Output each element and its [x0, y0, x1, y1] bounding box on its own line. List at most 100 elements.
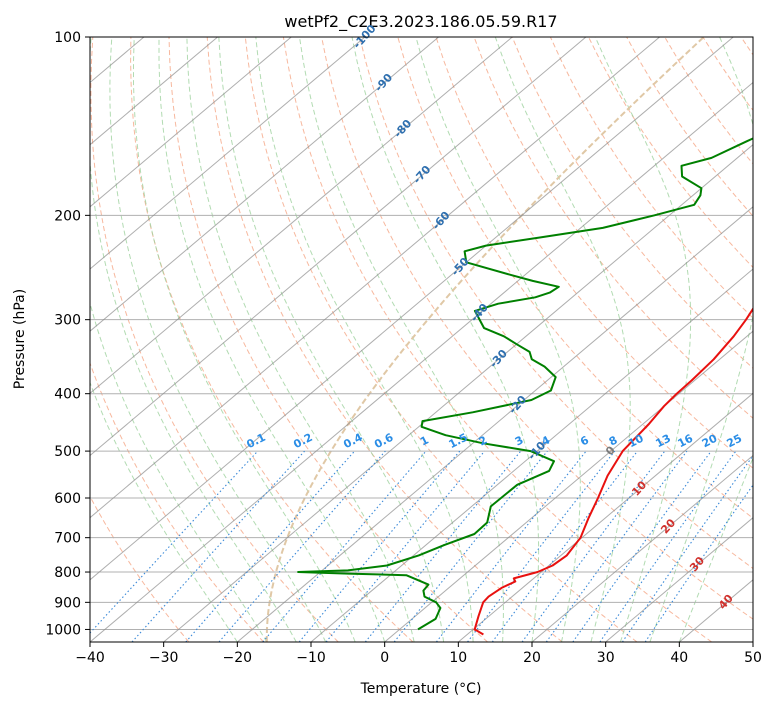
mixing-ratio-line — [298, 450, 461, 642]
x-tick-label: 30 — [597, 650, 615, 666]
mixing-ratio-line — [599, 450, 737, 642]
dry-adiabat — [664, 37, 753, 165]
isotherm-line — [90, 37, 513, 394]
mixing-ratio-line — [393, 450, 548, 642]
y-tick-label: 100 — [54, 30, 81, 46]
isotherm-label: -30 — [487, 347, 510, 371]
moist-adiabat — [299, 37, 504, 642]
mixing-ratio-label: 10 — [626, 432, 646, 451]
mixing-ratio-label: 16 — [676, 432, 696, 451]
mixing-ratio-line — [545, 450, 688, 642]
isotherm-line — [237, 206, 753, 642]
x-tick-label: −30 — [149, 650, 179, 666]
isotherm-label: -90 — [372, 71, 395, 95]
sounding-series — [297, 137, 753, 636]
isotherm-line — [531, 454, 753, 642]
dry-adiabat — [359, 37, 753, 570]
y-tick-label: 1000 — [45, 622, 81, 638]
isotherm-line — [90, 37, 366, 270]
dry-adiabat — [168, 37, 488, 642]
moist-adiabat — [594, 37, 692, 642]
reference-curves — [265, 37, 705, 642]
y-tick-label: 500 — [54, 444, 81, 460]
plot-frame — [89, 36, 754, 643]
moist-adiabat — [133, 37, 356, 642]
isotherm-label: -40 — [468, 301, 491, 325]
y-tick-label: 900 — [54, 595, 81, 611]
x-tick-label: 10 — [449, 650, 467, 666]
moist-adiabat — [90, 301, 268, 642]
isotherm-line — [90, 37, 218, 146]
isotherm-label: -50 — [449, 255, 472, 279]
chart-title: wetPf2_C2E3.2023.186.05.59.R17 — [284, 12, 557, 32]
moist-adiabat — [351, 37, 540, 642]
moist-adiabat — [90, 381, 238, 642]
dry-adiabat — [549, 37, 753, 319]
mixing-ratio-label: 0.1 — [244, 431, 267, 451]
dry-adiabat — [473, 37, 753, 419]
isotherm-line — [458, 392, 753, 642]
y-tick-label: 200 — [54, 208, 81, 224]
isotherm-line — [90, 37, 587, 457]
moist-adiabat — [255, 37, 474, 642]
isotherm-line — [384, 330, 753, 642]
x-tick-label: 40 — [670, 650, 688, 666]
y-tick-label: 600 — [54, 491, 81, 507]
isotherm-line — [90, 37, 439, 332]
isotherm-line — [679, 579, 753, 642]
isotherm-label: -20 — [506, 393, 529, 417]
moist-adiabat — [678, 456, 753, 642]
mixing-ratio-label: 6 — [578, 433, 591, 448]
dry-adiabat — [206, 37, 563, 642]
mixing-ratio-line — [364, 450, 522, 642]
dry-adiabats — [90, 37, 753, 642]
x-axis-ticks: −40 −30 −20 −10 0 10 20 30 40 50 — [75, 642, 762, 666]
x-tick-label: 50 — [744, 650, 762, 666]
isotherm-line — [90, 81, 753, 642]
y-tick-label: 700 — [54, 531, 81, 547]
moist-adiabat — [90, 37, 297, 642]
isotherm-line — [90, 37, 292, 208]
moist-adiabat — [494, 37, 631, 642]
y-tick-label: 300 — [54, 313, 81, 329]
mixing-ratio-line — [185, 450, 356, 642]
moist-adiabat — [649, 37, 753, 642]
dewpoint-line — [297, 137, 753, 631]
mixing-ratio-line — [467, 450, 616, 642]
temperature-line — [473, 307, 753, 636]
isotherm-label: -60 — [430, 209, 453, 233]
x-tick-label: 20 — [523, 650, 541, 666]
x-tick-label: 0 — [380, 650, 389, 666]
x-tick-label: −10 — [296, 650, 326, 666]
mixing-ratio-label: 2 — [477, 433, 490, 448]
isotherm-line — [310, 268, 753, 642]
mixing-ratio-line — [90, 450, 259, 634]
mixing-ratio-label: 20 — [700, 432, 720, 451]
moist-adiabat — [218, 37, 445, 642]
moist-adiabat — [109, 37, 327, 642]
isotherm-line — [90, 37, 660, 519]
isobar-grid — [90, 37, 753, 630]
dry-adiabat — [321, 37, 753, 620]
isotherm-label: -70 — [411, 163, 434, 187]
isotherm-line — [0, 37, 70, 642]
mixing-ratio-line — [435, 450, 587, 642]
dry-adiabat — [740, 37, 753, 56]
plot-area — [0, 37, 753, 642]
isotherm-line — [752, 641, 753, 642]
x-axis-label: Temperature (°C) — [360, 681, 482, 697]
moist-adiabat — [415, 37, 581, 642]
isotherm-line — [90, 37, 734, 581]
mixing-ratio-line — [218, 450, 386, 642]
isotherm-line — [163, 144, 753, 642]
y-axis-label: Pressure (hPa) — [12, 289, 28, 389]
chart-line-labels: 0.1 0.2 0.4 0.6 1 1.5 2 3 4 6 8 10 13 16 20 25-100-90-8… — [244, 22, 744, 612]
dry-adiabat — [282, 37, 712, 642]
isotherm-grid — [0, 37, 753, 642]
moist-adiabat — [158, 37, 386, 642]
mixing-ratio-label: 1 — [418, 433, 431, 448]
dry-adiabat — [244, 37, 638, 642]
mixing-ratio-label: 0.6 — [372, 431, 396, 452]
x-tick-label: −20 — [223, 650, 253, 666]
y-tick-label: 400 — [54, 387, 81, 403]
